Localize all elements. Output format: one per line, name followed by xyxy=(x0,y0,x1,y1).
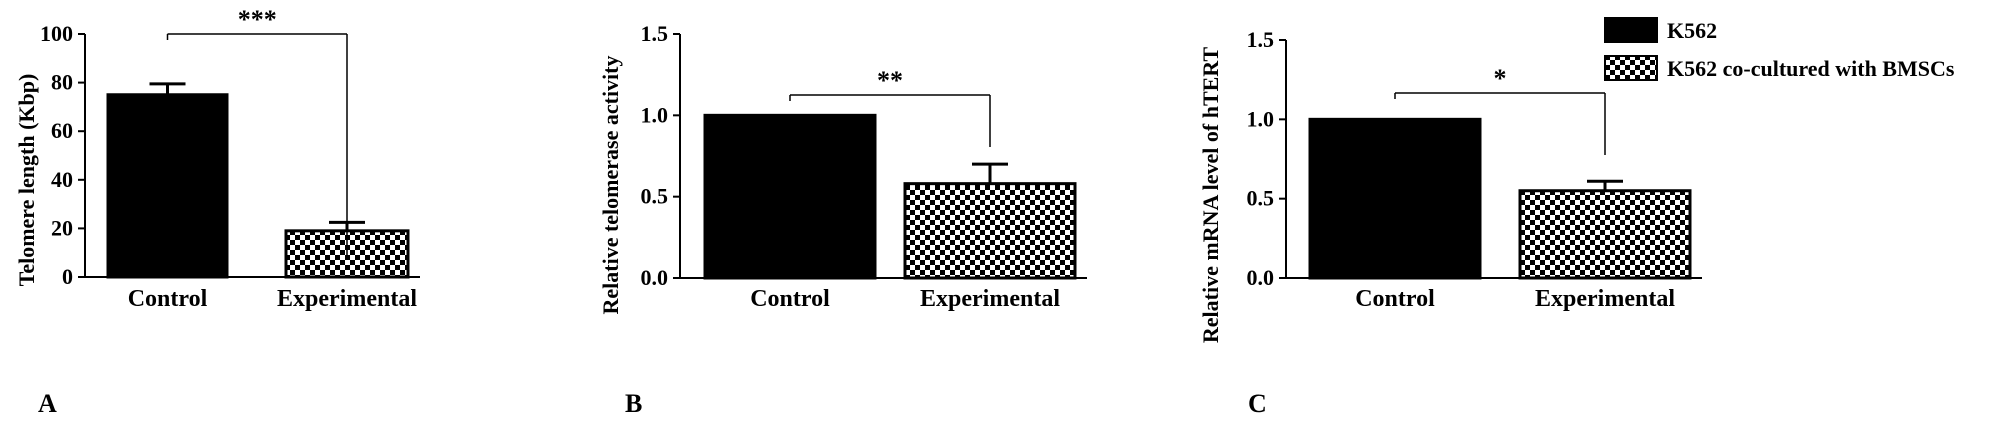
panel-b-category-label: Experimental xyxy=(920,286,1060,312)
panel-c: 0.0 0.5 1.0 1.5 Control Experimental * Relati… xyxy=(1198,27,1702,418)
legend-swatch-cocultured xyxy=(1604,55,1658,81)
panel-c-category-label: Experimental xyxy=(1535,286,1675,312)
panel-c-bar-experimental xyxy=(1518,189,1692,280)
legend-label-k562: K562 xyxy=(1667,18,1717,43)
panel-a-ytick-label: 20 xyxy=(51,215,73,240)
panel-c-letter: C xyxy=(1248,389,1267,418)
panel-b-letter: B xyxy=(625,389,642,418)
panel-c-ylabel: Relative mRNA level of hTERT xyxy=(1198,47,1223,344)
panel-c-ticks: 0.0 0.5 1.0 1.5 xyxy=(1247,27,1286,290)
panel-c-bars: Control Experimental * xyxy=(1308,64,1692,312)
panel-c-ytick-label: 1.0 xyxy=(1247,106,1275,131)
panel-a-category-label: Control xyxy=(128,286,208,312)
panel-a: 0 20 40 60 80 100 Control Experimental *** Telo… xyxy=(14,5,420,418)
panel-c-ytick-label: 0.0 xyxy=(1247,265,1275,290)
panel-a-ytick-label: 40 xyxy=(51,167,73,192)
legend: K562 K562 co-cultured with BMSCs xyxy=(1604,17,1955,81)
panel-a-ytick-label: 80 xyxy=(51,70,73,95)
panel-c-category-label: Control xyxy=(1355,286,1435,312)
panel-b-category-label: Control xyxy=(750,286,830,312)
panel-a-ylabel: Telomere length (Kbp) xyxy=(14,74,39,287)
panel-c-ytick-label: 0.5 xyxy=(1247,186,1275,211)
panel-b-bar-control xyxy=(703,113,877,280)
panel-a-ticks: 0 20 40 60 80 100 xyxy=(40,21,85,289)
legend-label-cocultured: K562 co-cultured with BMSCs xyxy=(1667,56,1955,81)
panel-a-letter: A xyxy=(38,389,57,418)
panel-b-ylabel: Relative telomerase activity xyxy=(598,56,623,315)
panel-c-significance: * xyxy=(1494,64,1507,93)
panel-a-category-label: Experimental xyxy=(277,286,417,312)
panel-b-ytick-label: 1.0 xyxy=(641,102,669,127)
panel-a-significance: *** xyxy=(238,5,277,34)
panel-c-bar-control xyxy=(1308,117,1482,280)
panel-a-ytick-label: 0 xyxy=(62,264,73,289)
panel-b-ytick-label: 1.5 xyxy=(641,21,669,46)
panel-b-bar-experimental xyxy=(903,182,1077,280)
panel-b-ytick-label: 0.5 xyxy=(641,184,669,209)
panel-b-bars: Control Experimental ** xyxy=(703,66,1077,312)
panel-b: 0.0 0.5 1.0 1.5 Control Experimental ** Relat… xyxy=(598,21,1087,418)
panel-b-ticks: 0.0 0.5 1.0 1.5 xyxy=(641,21,680,290)
panel-a-bar-control xyxy=(106,93,229,279)
panel-a-ytick-label: 60 xyxy=(51,118,73,143)
panel-c-ytick-label: 1.5 xyxy=(1247,27,1275,52)
legend-swatch-k562 xyxy=(1604,17,1658,43)
panel-a-ytick-label: 100 xyxy=(40,21,73,46)
panel-b-significance: ** xyxy=(877,66,903,95)
panel-b-ytick-label: 0.0 xyxy=(641,265,669,290)
panel-a-bars: Control Experimental *** xyxy=(106,5,417,312)
